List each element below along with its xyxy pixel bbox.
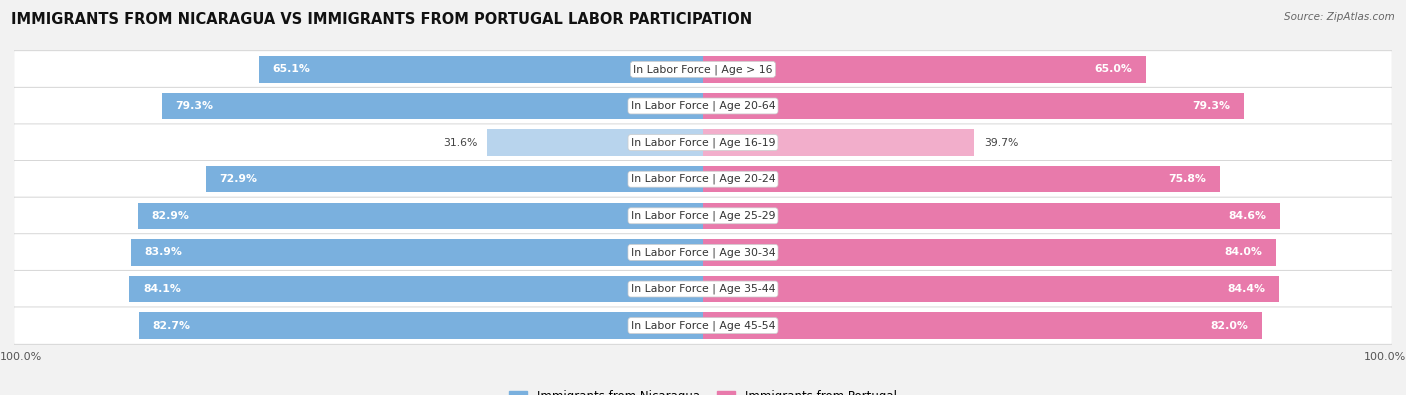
Text: 84.6%: 84.6% [1229,211,1267,221]
Text: 82.7%: 82.7% [152,321,191,331]
Bar [703,130,974,156]
FancyBboxPatch shape [14,307,1392,344]
FancyBboxPatch shape [14,87,1392,125]
Text: In Labor Force | Age 20-24: In Labor Force | Age 20-24 [631,174,775,184]
Bar [129,276,703,302]
Bar [703,276,1278,302]
Text: Source: ZipAtlas.com: Source: ZipAtlas.com [1284,12,1395,22]
Bar [703,93,1244,119]
FancyBboxPatch shape [14,270,1392,308]
Text: 79.3%: 79.3% [1192,101,1230,111]
FancyBboxPatch shape [14,51,1392,88]
Text: 84.4%: 84.4% [1227,284,1265,294]
Bar [205,166,703,192]
Text: In Labor Force | Age 35-44: In Labor Force | Age 35-44 [631,284,775,294]
Text: 39.7%: 39.7% [984,137,1018,148]
Text: 83.9%: 83.9% [145,247,183,258]
Bar [162,93,703,119]
Text: 82.0%: 82.0% [1211,321,1249,331]
FancyBboxPatch shape [14,197,1392,235]
Text: In Labor Force | Age 25-29: In Labor Force | Age 25-29 [631,211,775,221]
Text: 65.1%: 65.1% [273,64,311,74]
Text: 82.9%: 82.9% [152,211,188,221]
Bar [703,203,1279,229]
Bar [138,203,703,229]
Bar [703,312,1263,339]
Text: 75.8%: 75.8% [1168,174,1206,184]
Bar [703,166,1220,192]
Text: 31.6%: 31.6% [443,137,477,148]
Text: In Labor Force | Age 20-64: In Labor Force | Age 20-64 [631,101,775,111]
Bar [259,56,703,83]
Text: In Labor Force | Age 30-34: In Labor Force | Age 30-34 [631,247,775,258]
Text: In Labor Force | Age 45-54: In Labor Force | Age 45-54 [631,320,775,331]
Bar [139,312,703,339]
Text: 84.1%: 84.1% [143,284,181,294]
FancyBboxPatch shape [14,160,1392,198]
FancyBboxPatch shape [14,234,1392,271]
Bar [488,130,703,156]
FancyBboxPatch shape [14,124,1392,161]
Text: 65.0%: 65.0% [1095,64,1133,74]
Text: 79.3%: 79.3% [176,101,214,111]
Bar [703,239,1277,265]
Bar [131,239,703,265]
Text: In Labor Force | Age 16-19: In Labor Force | Age 16-19 [631,137,775,148]
Text: 84.0%: 84.0% [1225,247,1263,258]
Bar [703,56,1146,83]
Text: 72.9%: 72.9% [219,174,257,184]
Text: In Labor Force | Age > 16: In Labor Force | Age > 16 [633,64,773,75]
Text: IMMIGRANTS FROM NICARAGUA VS IMMIGRANTS FROM PORTUGAL LABOR PARTICIPATION: IMMIGRANTS FROM NICARAGUA VS IMMIGRANTS … [11,12,752,27]
Legend: Immigrants from Nicaragua, Immigrants from Portugal: Immigrants from Nicaragua, Immigrants fr… [505,385,901,395]
